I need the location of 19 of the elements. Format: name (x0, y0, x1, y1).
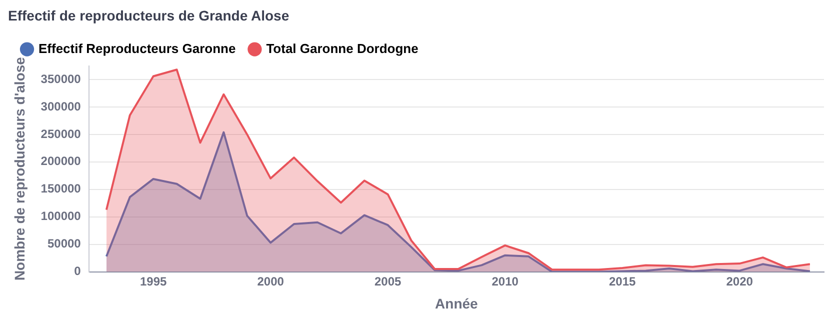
x-tick-label: 2015 (608, 274, 636, 288)
legend-label: Effectif Reproducteurs Garonne (38, 40, 236, 56)
y-tick-label: 350000 (40, 72, 82, 86)
x-axis-title: Année (435, 295, 478, 312)
y-tick-label: 150000 (40, 182, 82, 196)
legend-label: Total Garonne Dordogne (266, 40, 418, 56)
y-tick-label: 100000 (40, 209, 82, 224)
x-tick-label: 2005 (374, 274, 402, 288)
x-tick-label: 1995 (140, 274, 167, 288)
y-tick-label: 250000 (40, 126, 82, 141)
y-tick-label: 0 (74, 264, 82, 278)
x-tick-label: 2000 (257, 274, 284, 288)
y-tick-label: 200000 (40, 154, 82, 168)
chart-title: Effectif de reproducteurs de Grande Alose (8, 7, 290, 24)
y-axis-title: Nombre de reproducteurs d'alose (11, 56, 28, 281)
y-tick-label: 300000 (40, 99, 82, 114)
y-tick-label: 50000 (47, 236, 82, 251)
x-tick-label: 2010 (492, 274, 519, 288)
x-tick-label: 2020 (726, 274, 754, 288)
